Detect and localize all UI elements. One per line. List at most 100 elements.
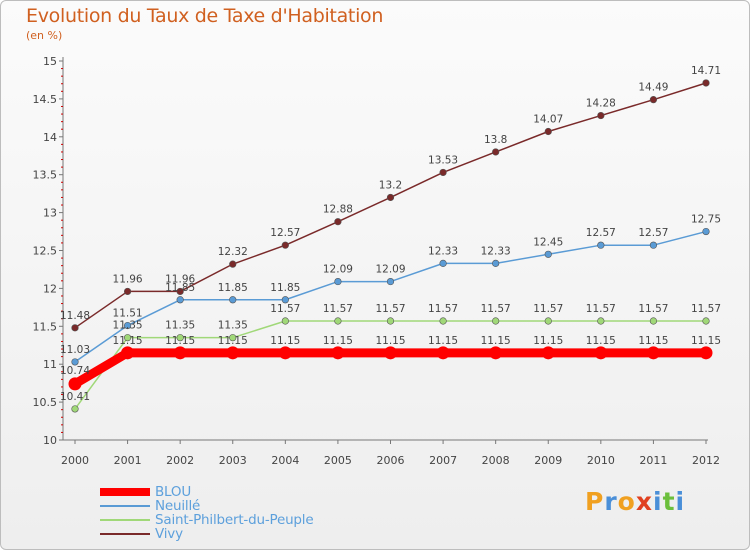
- x-tick-label: 2011: [639, 454, 667, 467]
- data-label: 11.15: [218, 335, 248, 347]
- x-tick-label: 2000: [61, 454, 89, 467]
- data-label: 11.57: [691, 303, 721, 315]
- data-point: [386, 193, 395, 202]
- y-tick-label: 12.5: [33, 245, 58, 258]
- data-point: [334, 317, 342, 325]
- data-point: [386, 317, 395, 325]
- chart-subtitle: (en %): [26, 29, 63, 42]
- legend-label-saint-philbert: Saint-Philbert-du-Peuple: [155, 512, 314, 528]
- y-tick-label: 12: [43, 282, 57, 295]
- data-point: [384, 346, 397, 360]
- data-point: [71, 358, 79, 366]
- data-point: [649, 241, 658, 249]
- data-label: 11.57: [481, 303, 511, 315]
- logo-letter: i: [653, 487, 663, 516]
- data-label: 11.48: [60, 310, 90, 322]
- data-point: [123, 287, 132, 296]
- data-label: 12.33: [428, 245, 458, 257]
- data-point: [173, 346, 187, 360]
- data-label: 11.15: [113, 335, 143, 347]
- data-point: [71, 324, 79, 332]
- data-point: [331, 346, 345, 360]
- data-point: [702, 79, 710, 87]
- legend-label-neuille: Neuillé: [155, 498, 201, 514]
- data-label: 12.57: [638, 227, 668, 239]
- data-label: 12.57: [270, 227, 300, 239]
- y-tick-label: 11.5: [33, 320, 58, 333]
- data-label: 11.51: [113, 308, 143, 320]
- legend-label-vivy: Vivy: [155, 526, 183, 542]
- data-label: 14.28: [586, 98, 616, 110]
- data-label: 12.45: [533, 236, 563, 248]
- data-label: 11.57: [375, 303, 405, 315]
- legend-swatch-saint-philbert: [100, 519, 150, 521]
- data-point: [597, 317, 605, 325]
- data-point: [649, 317, 658, 325]
- data-label: 12.33: [481, 245, 511, 257]
- data-label: 11.15: [270, 335, 300, 347]
- data-label: 11.15: [481, 335, 511, 347]
- data-point: [121, 346, 135, 360]
- data-label: 10.74: [60, 365, 90, 377]
- data-point: [176, 334, 184, 342]
- data-point: [489, 346, 503, 360]
- data-label: 11.15: [586, 335, 616, 347]
- x-tick-label: 2005: [324, 454, 352, 467]
- data-point: [492, 148, 500, 156]
- data-label: 11.96: [165, 273, 195, 285]
- data-label: 11.35: [165, 320, 195, 332]
- data-point: [281, 296, 289, 304]
- data-label: 10.41: [60, 391, 90, 403]
- data-point: [176, 287, 184, 296]
- x-tick-label: 2007: [429, 454, 457, 467]
- data-label: 13.8: [484, 134, 507, 146]
- data-point: [334, 218, 342, 226]
- data-label: 12.09: [323, 264, 353, 276]
- data-point: [597, 241, 605, 249]
- data-label: 12.09: [375, 264, 405, 276]
- legend-label-blou: BLOU: [155, 484, 192, 500]
- data-label: 11.57: [270, 303, 300, 315]
- data-label: 14.49: [638, 82, 668, 94]
- data-label: 12.32: [218, 246, 248, 258]
- y-tick-label: 14.5: [33, 93, 58, 106]
- data-label: 11.15: [165, 335, 195, 347]
- data-point: [226, 346, 240, 360]
- data-point: [646, 346, 660, 360]
- data-point: [649, 96, 658, 104]
- data-label: 13.2: [379, 179, 402, 191]
- legend-swatch-neuille: [100, 505, 150, 507]
- y-tick-label: 13: [43, 207, 57, 220]
- logo-letter: o: [617, 487, 636, 516]
- data-label: 11.15: [428, 335, 458, 347]
- data-label: 11.15: [691, 335, 721, 347]
- data-label: 11.57: [323, 303, 353, 315]
- data-label: 14.71: [691, 65, 721, 77]
- data-label: 11.15: [638, 335, 668, 347]
- y-tick-label: 15: [43, 55, 57, 68]
- legend-swatch-vivy: [100, 533, 150, 535]
- x-tick-label: 2004: [271, 454, 299, 467]
- data-point: [492, 259, 500, 267]
- data-point: [229, 296, 237, 304]
- x-tick-label: 2003: [219, 454, 247, 467]
- data-label: 12.75: [691, 214, 721, 226]
- y-tick-label: 11: [43, 358, 57, 371]
- data-point: [439, 168, 447, 177]
- data-label: 11.03: [60, 344, 90, 356]
- data-label: 11.35: [218, 320, 248, 332]
- data-label: 11.85: [270, 282, 300, 294]
- data-label: 11.15: [533, 335, 563, 347]
- data-point: [123, 321, 132, 330]
- data-point: [229, 260, 237, 268]
- data-point: [334, 277, 342, 286]
- data-point: [278, 346, 292, 360]
- data-label: 13.53: [428, 154, 458, 166]
- data-point: [544, 250, 552, 258]
- x-tick-label: 2009: [534, 454, 562, 467]
- y-tick-label: 13.5: [33, 169, 58, 182]
- data-point: [541, 346, 555, 360]
- x-tick-label: 2008: [482, 454, 510, 467]
